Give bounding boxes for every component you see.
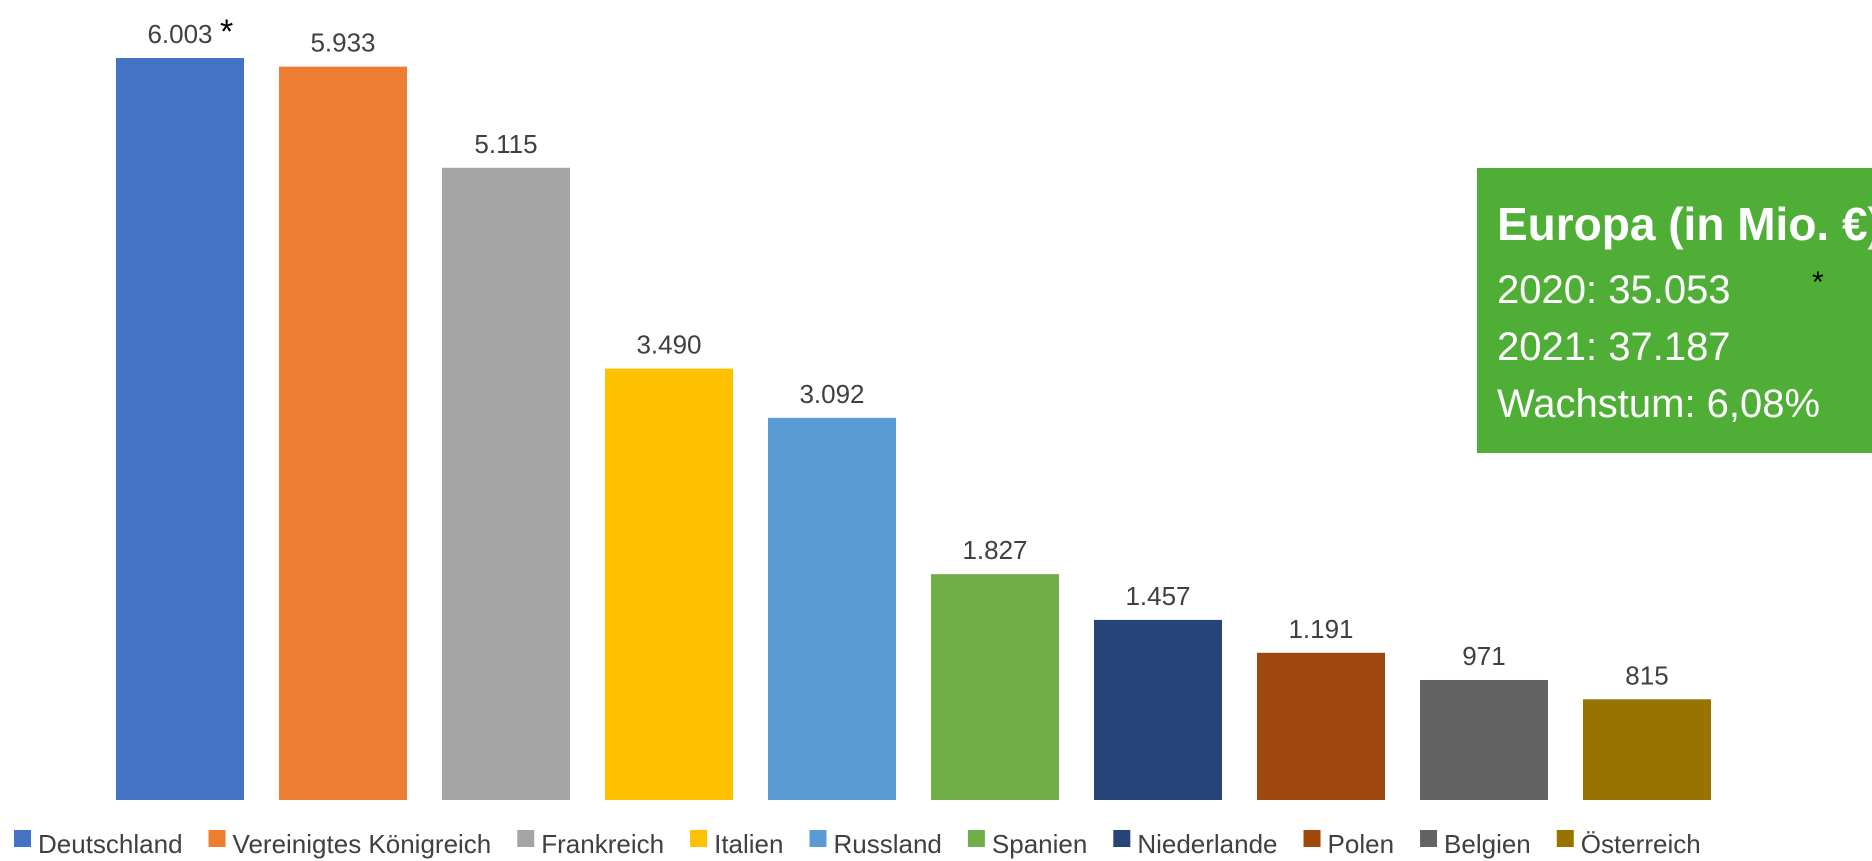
bar-russland (768, 417, 896, 800)
legend-label-deutschland: Deutschland (38, 829, 183, 859)
value-label-vereinigtes-koenigreich: 5.933 (310, 28, 375, 58)
info-box-line-growth: Wachstum: 6,08% (1497, 382, 1821, 426)
value-label-oesterreich: 815 (1625, 660, 1668, 690)
legend-label-oesterreich: Österreich (1581, 829, 1701, 859)
info-box-lines: 2020: 35.053 2021: 37.187 Wachstum: 6,08… (1497, 262, 1872, 433)
value-label-frankreich: 5.115 (474, 129, 537, 159)
legend-swatch-vereinigtes-koenigreich (208, 830, 226, 847)
value-label-italien: 3.490 (636, 330, 701, 360)
info-box-line-2020: 2020: 35.053 (1497, 268, 1731, 312)
legend-label-vereinigtes-koenigreich: Vereinigtes Königreich (233, 829, 492, 859)
legend-label-polen: Polen (1328, 829, 1395, 859)
bar-frankreich (442, 167, 570, 801)
value-label-spanien: 1.827 (962, 535, 1027, 565)
info-box: Europa (in Mio. €) 2020: 35.053 2021: 37… (1477, 168, 1872, 453)
bar-deutschland (116, 58, 244, 800)
info-box-asterisk: * (1812, 266, 1824, 299)
value-label-deutschland: 6.003 (147, 19, 212, 49)
info-box-line-2021: 2021: 37.187 (1497, 325, 1731, 369)
bar-polen (1257, 652, 1385, 800)
legend-swatch-spanien (967, 830, 985, 847)
value-label-russland: 3.092 (799, 379, 864, 409)
legend-label-spanien: Spanien (992, 829, 1087, 859)
bars-group (116, 58, 1711, 801)
legend-label-belgien: Belgien (1444, 829, 1531, 859)
bar-italien (605, 368, 733, 800)
value-label-niederlande: 1.457 (1125, 581, 1190, 611)
value-label-belgien: 971 (1462, 641, 1505, 671)
value-label-polen: 1.191 (1288, 614, 1353, 644)
asterisk-annotation: * (220, 13, 233, 51)
legend-swatch-russland (809, 830, 827, 847)
legend-label-russland: Russland (833, 829, 941, 859)
legend-label-italien: Italien (714, 829, 783, 859)
bar-oesterreich (1583, 699, 1711, 800)
legend-swatch-belgien (1420, 830, 1438, 847)
legend-swatch-niederlande (1113, 830, 1131, 847)
legend-swatch-frankreich (517, 830, 535, 847)
legend-swatch-deutschland (14, 830, 31, 847)
info-box-title: Europa (in Mio. €) (1497, 198, 1872, 250)
legend-swatch-italien (690, 830, 708, 847)
bar-spanien (931, 574, 1059, 800)
legend: Deutschland Vereinigtes Königreich Frankre… (14, 829, 1701, 859)
value-labels-group: 6.003 * 5.933 5.115 3.490 3.092 1.827 1.457 1.19… (147, 13, 1668, 690)
legend-swatch-polen (1303, 830, 1321, 847)
legend-label-niederlande: Niederlande (1137, 829, 1277, 859)
legend-label-frankreich: Frankreich (541, 829, 664, 859)
bar-belgien (1420, 679, 1548, 800)
legend-swatch-oesterreich (1556, 830, 1574, 847)
bar-niederlande (1094, 619, 1222, 800)
bar-vereinigtes-koenigreich (279, 66, 407, 800)
